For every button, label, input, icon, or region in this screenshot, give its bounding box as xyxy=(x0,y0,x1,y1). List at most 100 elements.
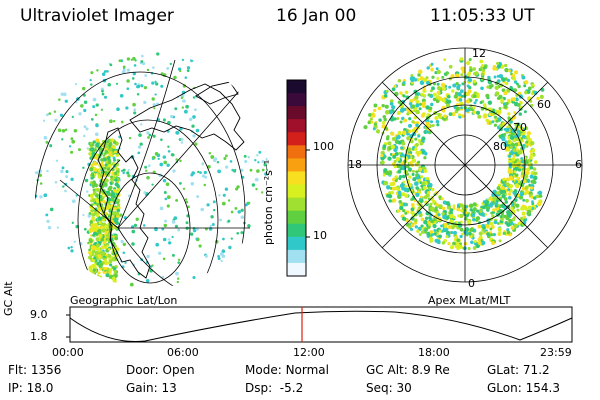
emission-pixel xyxy=(413,116,417,120)
emission-pixel xyxy=(529,165,534,170)
emission-pixel xyxy=(496,61,499,65)
emission-pixel xyxy=(504,140,508,144)
emission-pixel xyxy=(399,167,403,171)
emission-pixel xyxy=(391,186,396,191)
emission-pixel xyxy=(481,64,485,68)
emission-pixel xyxy=(475,93,480,99)
emission-pixel xyxy=(456,238,461,243)
emission-pixel xyxy=(390,144,396,150)
emission-pixel xyxy=(489,107,493,111)
emission-pixel xyxy=(427,191,431,195)
emission-pixel xyxy=(265,157,268,161)
emission-pixel xyxy=(419,198,424,203)
emission-pixel xyxy=(228,245,232,250)
emission-pixel xyxy=(97,277,101,282)
emission-pixel xyxy=(524,185,529,190)
emission-pixel xyxy=(491,120,495,124)
emission-pixel xyxy=(394,152,399,156)
emission-pixel xyxy=(397,190,402,195)
emission-pixel xyxy=(146,68,150,72)
emission-pixel xyxy=(450,74,455,79)
emission-pixel xyxy=(106,233,110,238)
emission-pixel xyxy=(394,179,398,183)
emission-pixel xyxy=(108,147,113,152)
emission-pixel xyxy=(525,198,529,203)
emission-pixel xyxy=(406,107,411,112)
emission-pixel xyxy=(107,282,112,286)
emission-pixel xyxy=(395,157,401,162)
emission-pixel xyxy=(507,169,511,174)
emission-pixel xyxy=(492,208,496,212)
emission-pixel xyxy=(508,162,512,167)
emission-pixel xyxy=(465,99,471,104)
emission-pixel xyxy=(436,69,441,75)
emission-pixel xyxy=(96,69,99,72)
emission-pixel xyxy=(472,67,477,71)
emission-pixel xyxy=(472,202,477,207)
emission-pixel xyxy=(521,75,526,80)
emission-pixel xyxy=(195,237,198,241)
timeline-frame xyxy=(69,306,573,343)
emission-pixel xyxy=(70,137,74,141)
emission-pixel xyxy=(460,73,464,77)
emission-pixel xyxy=(90,176,94,180)
emission-pixel xyxy=(399,120,403,124)
emission-pixel xyxy=(145,279,150,283)
info-seq: Seq: 30 xyxy=(366,381,412,395)
emission-pixel xyxy=(230,210,234,214)
emission-pixel xyxy=(65,170,69,174)
emission-pixel xyxy=(430,102,434,107)
emission-pixel xyxy=(103,243,107,247)
emission-pixel xyxy=(465,91,470,97)
emission-pixel xyxy=(243,154,247,158)
emission-pixel xyxy=(108,270,112,274)
emission-pixel xyxy=(254,177,259,182)
colorbar-tick-100: 100 xyxy=(313,140,334,153)
emission-pixel xyxy=(410,203,415,207)
emission-pixel xyxy=(184,109,188,114)
emission-pixel xyxy=(507,188,511,192)
emission-pixel xyxy=(469,235,473,239)
emission-pixel xyxy=(195,128,200,133)
emission-pixel xyxy=(200,207,204,212)
emission-pixel xyxy=(152,66,155,69)
emission-pixel xyxy=(111,241,116,247)
emission-pixel xyxy=(105,190,109,194)
emission-pixel xyxy=(507,195,512,200)
emission-pixel xyxy=(504,200,508,204)
emission-pixel xyxy=(162,155,166,159)
emission-pixel xyxy=(468,231,472,236)
emission-pixel xyxy=(452,241,456,246)
emission-pixel xyxy=(505,216,510,221)
emission-pixel xyxy=(65,175,69,179)
emission-pixel xyxy=(171,253,175,257)
emission-pixel xyxy=(441,86,446,91)
emission-pixel xyxy=(109,208,112,212)
emission-pixel xyxy=(442,214,447,220)
emission-pixel xyxy=(501,77,506,82)
emission-pixel xyxy=(78,112,82,116)
emission-pixel xyxy=(524,207,529,212)
geographic-map xyxy=(34,52,268,288)
emission-pixel xyxy=(99,198,103,202)
emission-pixel xyxy=(411,172,415,176)
emission-pixel xyxy=(126,57,131,61)
emission-pixel xyxy=(432,97,437,102)
emission-pixel xyxy=(83,134,86,138)
emission-pixel xyxy=(480,240,486,246)
emission-pixel xyxy=(100,108,104,111)
emission-pixel xyxy=(523,192,527,196)
emission-pixel xyxy=(455,73,460,78)
emission-pixel xyxy=(472,207,477,212)
emission-pixel xyxy=(450,230,454,235)
emission-pixel xyxy=(240,231,244,235)
emission-pixel xyxy=(459,227,464,232)
emission-pixel xyxy=(225,165,229,169)
colorbar-swatch xyxy=(287,223,306,238)
emission-pixel xyxy=(525,140,529,144)
colorbar-unit-label: photon cm⁻²s⁻¹ xyxy=(262,159,275,245)
emission-pixel xyxy=(416,153,420,157)
emission-pixel xyxy=(504,81,509,86)
emission-pixel xyxy=(213,208,216,212)
info-gcalt: GC Alt: 8.9 Re xyxy=(366,363,450,377)
